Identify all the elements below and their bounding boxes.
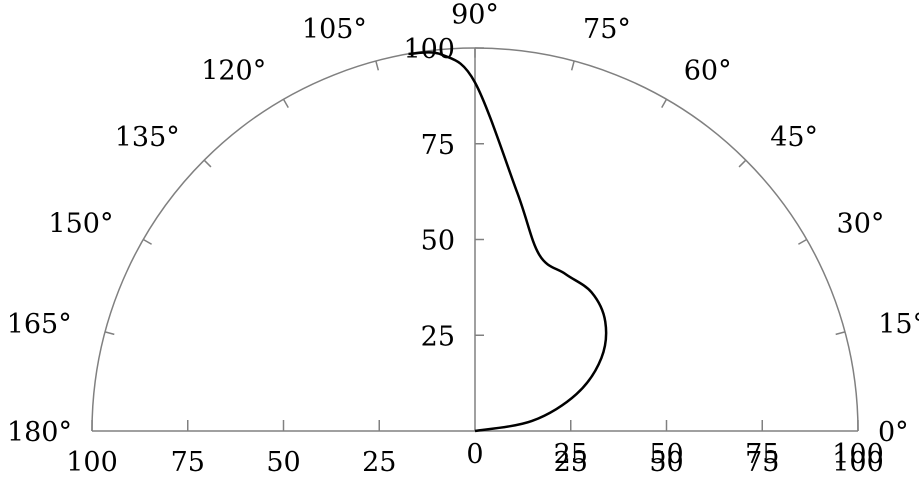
radius-tick-label: 25 xyxy=(421,321,455,352)
angle-tick-label: 105° xyxy=(302,14,367,45)
radius-tick-label: 75 xyxy=(421,130,455,161)
radius-tick-label: 100 xyxy=(403,34,455,65)
baseline-label: 50 xyxy=(649,439,683,470)
baseline-label-overlay: 25 xyxy=(554,447,588,477)
radius-tick-label: 50 xyxy=(421,226,455,257)
baseline-label-overlay: 100 xyxy=(832,447,884,477)
baseline-label: 75 xyxy=(171,447,205,477)
angle-tick xyxy=(104,331,115,336)
angle-tick-label: 120° xyxy=(201,55,266,86)
series-line xyxy=(408,51,608,433)
angle-tick xyxy=(798,238,808,245)
baseline-label-overlay: 50 xyxy=(649,447,683,477)
baseline-label: 100 xyxy=(66,447,118,477)
angle-tick-label: 60° xyxy=(684,55,732,86)
angle-tick-label: 15° xyxy=(878,309,919,340)
baseline-label: 100 xyxy=(832,439,884,470)
angle-tick-label: 45° xyxy=(770,122,818,153)
angle-tick xyxy=(282,98,289,108)
baseline-label: 0 xyxy=(466,439,483,470)
angle-tick-label: 0° xyxy=(878,417,909,448)
angle-tick-label: 150° xyxy=(48,208,113,239)
angle-tick xyxy=(203,159,212,168)
angle-tick-label: 90° xyxy=(451,0,499,31)
angle-tick-label: 75° xyxy=(583,14,631,45)
angle-tick xyxy=(142,238,152,245)
baseline-label: 25 xyxy=(362,447,396,477)
baseline-label-overlay: 75 xyxy=(745,447,779,477)
angle-tick xyxy=(375,60,380,71)
baseline-label: 75 xyxy=(745,439,779,470)
angle-tick-label: 180° xyxy=(7,417,72,448)
baseline-label: 50 xyxy=(266,447,300,477)
angle-tick xyxy=(661,98,668,108)
angle-tick-label: 135° xyxy=(115,122,180,153)
angle-tick xyxy=(835,331,846,336)
baseline-label: 25 xyxy=(554,439,588,470)
angle-tick xyxy=(738,159,747,168)
angle-tick xyxy=(570,60,575,71)
angle-tick-label: 165° xyxy=(7,309,72,340)
angle-tick-label: 30° xyxy=(837,208,885,239)
